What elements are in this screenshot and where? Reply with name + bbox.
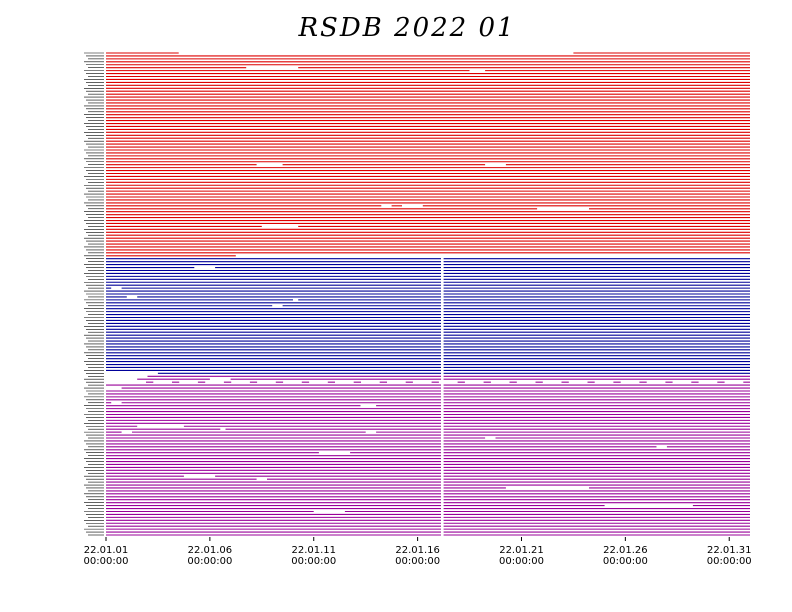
x-tick-label-date-1: 22.01.06 [188,545,233,556]
x-tick-label-time-4: 00:00:00 [499,556,544,567]
x-tick-label-time-2: 00:00:00 [291,556,336,567]
x-tick-label-date-0: 22.01.01 [84,545,129,556]
x-tick-label-date-6: 22.01.31 [707,545,752,556]
row-labels [84,52,104,536]
x-tick-label-date-4: 22.01.21 [499,545,544,556]
x-tick-label-time-0: 00:00:00 [84,556,129,567]
x-axis: 22.01.0100:00:0022.01.0600:00:0022.01.11… [84,537,752,567]
x-tick-label-time-6: 00:00:00 [707,556,752,567]
x-tick-label-time-1: 00:00:00 [187,556,232,567]
chart-title: RSDB 2022 01 [297,13,515,43]
x-tick-label-date-3: 22.01.16 [395,545,440,556]
row-bars [106,52,750,536]
x-tick-label-date-5: 22.01.26 [603,545,648,556]
x-tick-label-date-2: 22.01.11 [291,545,336,556]
x-tick-label-time-3: 00:00:00 [395,556,440,567]
x-tick-label-time-5: 00:00:00 [603,556,648,567]
